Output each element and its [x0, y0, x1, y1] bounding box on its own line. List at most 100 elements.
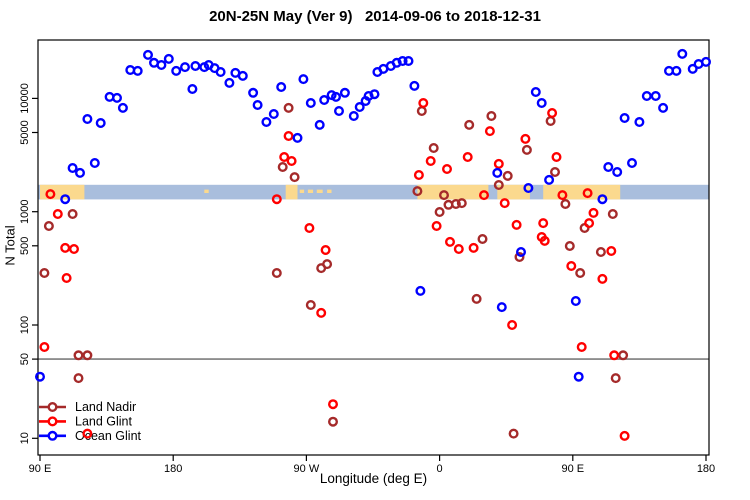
data-point — [464, 119, 475, 130]
series-land-nadir — [39, 102, 629, 439]
data-point — [277, 161, 288, 172]
data-point — [564, 240, 575, 251]
data-point — [468, 242, 479, 253]
data-point — [507, 320, 518, 331]
data-point — [428, 142, 439, 153]
data-point — [520, 133, 531, 144]
data-point — [415, 285, 426, 296]
map-strip-land — [40, 184, 85, 200]
data-point — [442, 163, 453, 174]
data-point — [279, 151, 290, 162]
data-point — [289, 172, 300, 183]
data-point — [603, 161, 614, 172]
data-point — [606, 245, 617, 256]
data-point — [413, 169, 424, 180]
data-point — [701, 56, 712, 67]
data-point — [283, 102, 294, 113]
data-point — [397, 56, 408, 67]
data-point — [545, 115, 556, 126]
data-point — [634, 116, 645, 127]
data-point — [187, 83, 198, 94]
x-tick-label: 180 — [164, 463, 182, 475]
data-point — [431, 220, 442, 231]
data-point — [74, 167, 85, 178]
data-point — [179, 62, 190, 73]
map-strip-ocean — [38, 184, 709, 200]
map-strip-island — [299, 189, 305, 193]
data-point — [142, 49, 153, 60]
data-point — [538, 218, 549, 229]
data-point — [271, 194, 282, 205]
data-point — [486, 110, 497, 121]
data-point — [508, 428, 519, 439]
data-point — [484, 126, 495, 137]
data-point — [163, 53, 174, 64]
data-point — [403, 56, 414, 67]
data-point — [224, 77, 235, 88]
legend-marker-circle — [47, 402, 58, 413]
data-point — [618, 350, 629, 361]
data-point — [597, 273, 608, 284]
data-point — [671, 65, 682, 76]
data-point — [641, 90, 652, 101]
data-point — [627, 157, 638, 168]
data-point — [514, 251, 525, 262]
data-point — [190, 61, 201, 72]
data-point — [496, 302, 507, 313]
data-point — [425, 155, 436, 166]
data-point — [60, 194, 71, 205]
data-point — [619, 112, 630, 123]
data-point — [369, 89, 380, 100]
data-point — [156, 60, 167, 71]
x-tick-label: 180 — [697, 463, 715, 475]
data-point — [536, 97, 547, 108]
data-point — [619, 430, 630, 441]
data-point — [276, 81, 287, 92]
chart-title: 20N-25N May (Ver 9) 2014-09-06 to 2018-1… — [209, 8, 541, 25]
data-point — [68, 243, 79, 254]
y-tick-label: 100 — [19, 316, 31, 334]
data-point — [261, 116, 272, 127]
data-point — [434, 206, 445, 217]
data-point — [573, 371, 584, 382]
data-point — [82, 113, 93, 124]
map-strip-island — [316, 189, 323, 193]
data-point — [171, 65, 182, 76]
data-point — [456, 198, 467, 209]
data-point — [35, 371, 46, 382]
data-point — [462, 151, 473, 162]
data-point — [316, 307, 327, 318]
data-point — [479, 190, 490, 201]
data-point — [52, 208, 63, 219]
data-point — [334, 105, 345, 116]
data-point — [305, 97, 316, 108]
data-point — [339, 87, 350, 98]
data-point — [650, 90, 661, 101]
data-point — [687, 63, 698, 74]
data-point — [450, 198, 461, 209]
data-point — [73, 350, 84, 361]
data-point — [215, 66, 226, 77]
data-point — [328, 416, 339, 427]
data-point — [328, 399, 339, 410]
data-point — [502, 170, 513, 181]
data-point — [418, 97, 429, 108]
data-point — [582, 188, 593, 199]
data-point — [82, 350, 93, 361]
data-point — [286, 155, 297, 166]
data-point — [597, 194, 608, 205]
series-ocean-glint — [35, 48, 712, 382]
map-strip-land — [543, 184, 621, 200]
x-tick-label: 90 E — [29, 463, 52, 475]
data-point — [283, 130, 294, 141]
y-tick-label: 50 — [19, 353, 31, 365]
series-land-glint — [39, 97, 630, 441]
data-point — [132, 65, 143, 76]
data-point — [493, 179, 504, 190]
data-point — [252, 99, 263, 110]
map-strip-island — [327, 189, 332, 193]
data-point — [511, 219, 522, 230]
data-point — [117, 102, 128, 113]
